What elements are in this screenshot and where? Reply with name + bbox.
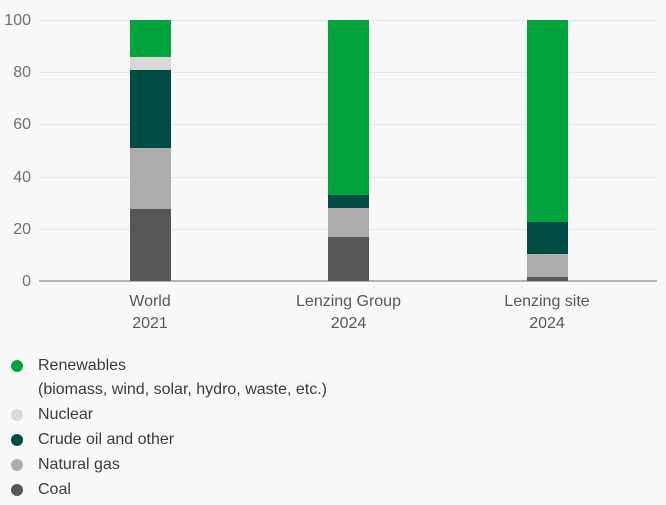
legend-label: Nuclear [38,406,93,424]
legend-swatch-icon [11,484,23,496]
x-label-line2: 2024 [330,315,367,332]
legend-swatch-icon [11,459,23,471]
legend-sublabel-text: (biomass, wind, solar, hydro, waste, etc… [38,381,327,398]
legend-label: Crude oil and other [38,431,174,449]
x-label-lenzing-site: Lenzing site 2024 [467,291,627,335]
x-label-line1: Lenzing Group [296,293,401,310]
legend-label-text: Renewables [38,357,127,374]
x-label-lenzing-group: Lenzing Group 2024 [269,291,429,335]
legend-item-nuclear: Nuclear [11,406,651,424]
bar-segment-nuclear-world-2021 [129,56,171,70]
y-tick-label-0: 0 [22,273,31,290]
chart-legend: Renewables (biomass, wind, solar, hydro, … [11,357,651,505]
legend-swatch-icon [11,409,23,421]
legend-item-crude-oil-and-other: Crude oil and other [11,431,651,449]
y-tick-label-60: 60 [13,116,31,134]
bar-segment-natural-gas-world-2021 [129,147,171,210]
bar-segment-crude-oil-and-other-world-2021 [129,69,171,148]
bar-segment-crude-oil-and-other-lenzing-group-2024 [328,194,369,208]
y-tick-label-80: 80 [13,64,31,82]
energy-mix-stacked-bar-chart: 0 20 40 60 80 100 World 2021 Lenzing Group 2024 L… [4,12,657,335]
bar-segment-renewables-world-2021 [129,20,171,57]
bar-segment-coal-world-2021 [129,209,171,281]
bar-segment-coal-lenzing-site-2024 [526,277,568,281]
legend-label-text: Nuclear [38,406,94,423]
x-label-line1: Lenzing site [504,293,590,310]
x-label-world: World 2021 [70,291,230,335]
y-tick-label-20: 20 [13,220,31,238]
legend-swatch-icon [11,434,23,446]
legend-label-text: Crude oil and other [38,431,175,448]
bar-segment-coal-lenzing-group-2024 [328,236,369,281]
legend-label-text: Coal [38,481,71,498]
legend-item-natural-gas: Natural gas [11,456,651,474]
legend-swatch-icon [11,360,23,372]
y-tick-label-40: 40 [13,168,31,186]
bar-segment-natural-gas-lenzing-group-2024 [328,207,369,237]
x-label-line1: World [129,293,171,310]
legend-label: Coal [38,481,71,499]
bar-segment-renewables-lenzing-site-2024 [526,20,568,223]
bar-segment-crude-oil-and-other-lenzing-site-2024 [526,222,568,254]
bar-segment-natural-gas-lenzing-site-2024 [526,253,568,278]
x-label-line2: 2024 [529,315,565,332]
x-label-line2: 2021 [132,315,168,332]
legend-item-renewables: Renewables (biomass, wind, solar, hydro, … [11,357,651,399]
y-tick-label-100: 100 [4,12,31,29]
legend-label: Natural gas [38,456,120,474]
x-axis-line [39,280,657,282]
legend-item-coal: Coal [11,481,651,499]
legend-label: Renewables (biomass, wind, solar, hydro, … [38,357,327,399]
legend-label-text: Natural gas [38,456,120,473]
bar-segment-renewables-lenzing-group-2024 [328,20,369,195]
